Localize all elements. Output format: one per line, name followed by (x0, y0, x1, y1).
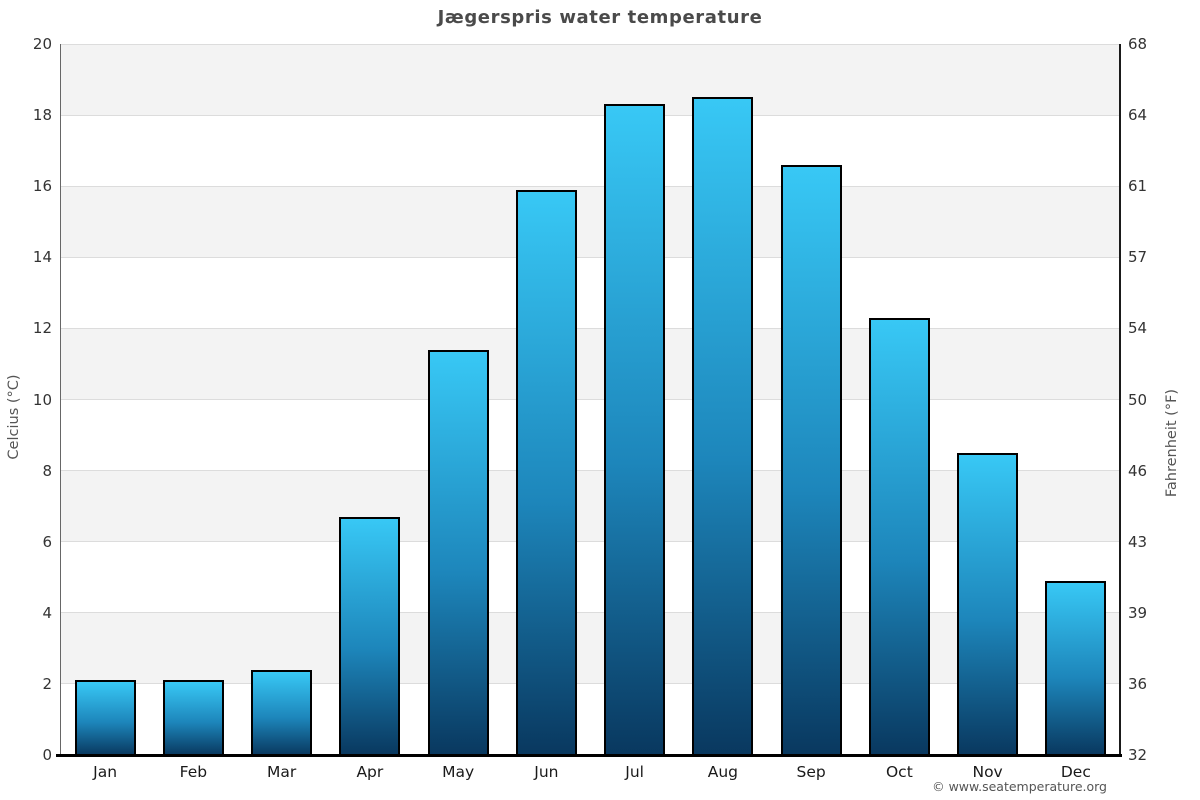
bar-feb (162, 680, 224, 755)
grid-band (61, 328, 1120, 400)
celsius-tick-label: 16 (32, 177, 52, 196)
bar-apr (339, 516, 401, 755)
fahrenheit-tick-label: 68 (1128, 35, 1148, 53)
bar-mar (251, 669, 313, 755)
x-axis-line (56, 754, 1122, 757)
fahrenheit-tick-label: 61 (1128, 177, 1148, 196)
celsius-tick-label: 0 (42, 746, 52, 764)
fahrenheit-tick-label: 64 (1128, 106, 1148, 125)
chart-title: Jægerspris water temperature (437, 7, 763, 28)
month-label-sep: Sep (796, 763, 826, 781)
y-axis-left-spine (60, 44, 61, 755)
bar-sep (780, 164, 842, 755)
fahrenheit-tick-label: 36 (1128, 674, 1148, 693)
gridline (61, 327, 1120, 329)
bar-oct (868, 317, 930, 755)
grid-band (61, 612, 1120, 684)
gridline (61, 612, 1120, 614)
y-axis-right-spine (1119, 44, 1121, 755)
month-label-apr: Apr (356, 763, 384, 781)
fahrenheit-tick-label: 39 (1128, 603, 1148, 622)
celsius-tick-label: 14 (32, 248, 52, 267)
month-label-aug: Aug (707, 763, 739, 781)
month-label-jul: Jul (625, 763, 644, 781)
celsius-tick-label: 18 (32, 106, 52, 125)
celsius-tick-label: 4 (42, 603, 52, 622)
bar-jun (515, 189, 577, 755)
fahrenheit-tick-label: 57 (1128, 248, 1148, 267)
fahrenheit-tick-label: 46 (1128, 461, 1148, 480)
fahrenheit-tick-label: 54 (1128, 319, 1148, 338)
bar-jul (604, 104, 666, 755)
bar-may (427, 349, 489, 755)
fahrenheit-tick-label: 50 (1128, 390, 1148, 409)
attribution-text: © www.seatemperature.org (932, 779, 1107, 794)
grid-band (61, 186, 1120, 258)
bar-nov (957, 452, 1019, 755)
gridline (61, 43, 1120, 45)
gridline (61, 683, 1120, 685)
fahrenheit-tick-label: 43 (1128, 532, 1148, 551)
month-label-jun: Jun (534, 763, 559, 781)
celsius-tick-label: 12 (32, 319, 52, 338)
bar-aug (692, 97, 754, 755)
bar-jan (74, 680, 136, 755)
month-label-oct: Oct (885, 763, 913, 781)
month-label-jan: Jan (93, 763, 118, 781)
month-label-feb: Feb (179, 763, 208, 781)
celsius-tick-label: 6 (42, 532, 52, 551)
month-label-mar: Mar (267, 763, 297, 781)
celsius-tick-label: 2 (42, 674, 52, 693)
grid-band (61, 470, 1120, 542)
celsius-tick-label: 20 (32, 35, 52, 53)
grid-band (61, 44, 1120, 116)
gridline (61, 185, 1120, 187)
celsius-tick-label: 10 (32, 390, 52, 409)
celsius-tick-label: 8 (42, 461, 52, 480)
bar-dec (1045, 580, 1107, 755)
gridline (61, 256, 1120, 258)
month-label-may: May (442, 763, 475, 781)
gridline (61, 114, 1120, 116)
month-label-dec: Dec (1060, 763, 1091, 781)
gridline (61, 541, 1120, 543)
celsius-axis-label: Celcius (°C) (6, 374, 22, 460)
gridline (61, 470, 1120, 472)
fahrenheit-tick-label: 32 (1128, 746, 1148, 764)
month-label-nov: Nov (972, 763, 1003, 781)
gridline (61, 399, 1120, 400)
